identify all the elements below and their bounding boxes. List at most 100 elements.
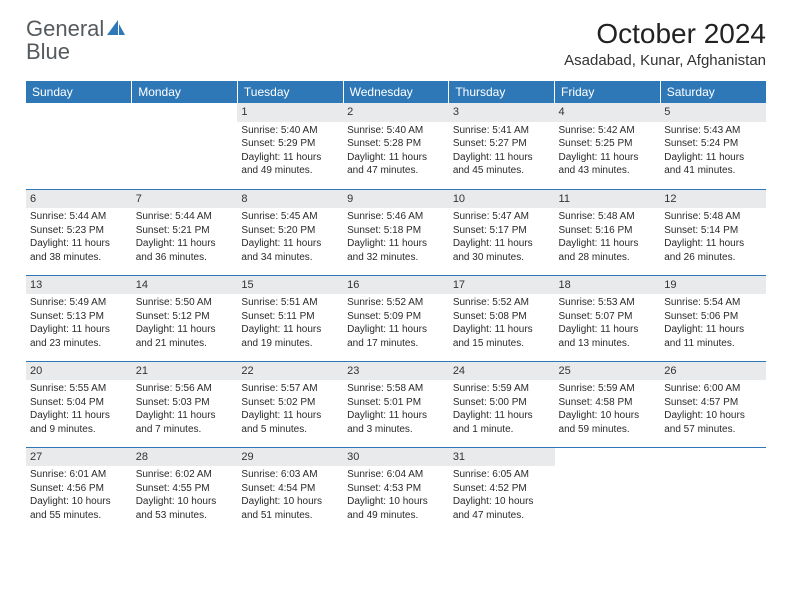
cell-line: and 34 minutes. <box>241 251 339 265</box>
calendar-cell: 14Sunrise: 5:50 AMSunset: 5:12 PMDayligh… <box>132 275 238 361</box>
calendar-cell: 11Sunrise: 5:48 AMSunset: 5:16 PMDayligh… <box>555 189 661 275</box>
cell-line: and 51 minutes. <box>241 509 339 523</box>
title-block: October 2024 Asadabad, Kunar, Afghanista… <box>564 18 766 69</box>
cell-line: Sunrise: 5:56 AM <box>136 382 234 396</box>
cell-line: Daylight: 11 hours <box>347 151 445 165</box>
cell-line: Daylight: 11 hours <box>241 237 339 251</box>
calendar-cell: 17Sunrise: 5:52 AMSunset: 5:08 PMDayligh… <box>449 275 555 361</box>
cell-line: and 19 minutes. <box>241 337 339 351</box>
calendar-cell: 24Sunrise: 5:59 AMSunset: 5:00 PMDayligh… <box>449 361 555 447</box>
cell-line: Sunset: 4:57 PM <box>664 396 762 410</box>
cell-line: Daylight: 10 hours <box>136 495 234 509</box>
calendar-cell: 12Sunrise: 5:48 AMSunset: 5:14 PMDayligh… <box>660 189 766 275</box>
cell-content: Sunrise: 6:01 AMSunset: 4:56 PMDaylight:… <box>30 468 128 522</box>
cell-line: Sunset: 5:07 PM <box>559 310 657 324</box>
cell-line: Sunrise: 5:49 AM <box>30 296 128 310</box>
cell-content: Sunrise: 5:46 AMSunset: 5:18 PMDaylight:… <box>347 210 445 264</box>
cell-line: Sunset: 5:29 PM <box>241 137 339 151</box>
cell-line: Sunrise: 5:44 AM <box>30 210 128 224</box>
cell-content: Sunrise: 5:52 AMSunset: 5:09 PMDaylight:… <box>347 296 445 350</box>
cell-line: Sunset: 5:28 PM <box>347 137 445 151</box>
cell-line: Daylight: 11 hours <box>347 409 445 423</box>
day-number: 6 <box>26 190 132 209</box>
cell-line: Daylight: 11 hours <box>136 323 234 337</box>
cell-content: Sunrise: 6:02 AMSunset: 4:55 PMDaylight:… <box>136 468 234 522</box>
calendar-cell: 3Sunrise: 5:41 AMSunset: 5:27 PMDaylight… <box>449 103 555 189</box>
calendar-cell: 4 Sunrise: 5:42 AMSunset: 5:25 PMDaylight… <box>555 103 661 189</box>
cell-line: and 1 minute. <box>453 423 551 437</box>
cell-line: and 47 minutes. <box>347 164 445 178</box>
day-number: 12 <box>660 190 766 209</box>
cell-line: Sunrise: 5:59 AM <box>453 382 551 396</box>
cell-line: and 59 minutes. <box>559 423 657 437</box>
cell-line: and 53 minutes. <box>136 509 234 523</box>
day-number: 10 <box>449 190 555 209</box>
cell-content: Sunrise: 5:49 AMSunset: 5:13 PMDaylight:… <box>30 296 128 350</box>
cell-line: Daylight: 11 hours <box>30 237 128 251</box>
cell-line: Sunset: 5:01 PM <box>347 396 445 410</box>
cell-line: and 49 minutes. <box>347 509 445 523</box>
cell-line: Sunset: 5:03 PM <box>136 396 234 410</box>
cell-line: Daylight: 11 hours <box>347 323 445 337</box>
cell-line: and 28 minutes. <box>559 251 657 265</box>
day-number: 4 <box>555 103 661 122</box>
cell-line: Sunrise: 5:40 AM <box>347 124 445 138</box>
day-number: 29 <box>237 448 343 467</box>
cell-content: Sunrise: 5:40 AMSunset: 5:28 PMDaylight:… <box>347 124 445 178</box>
cell-content: Sunrise: 5:44 AMSunset: 5:21 PMDaylight:… <box>136 210 234 264</box>
calendar-cell: 1Sunrise: 5:40 AMSunset: 5:29 PMDaylight… <box>237 103 343 189</box>
calendar-cell <box>660 447 766 533</box>
cell-line: Sunrise: 5:41 AM <box>453 124 551 138</box>
cell-content: Sunrise: 5:56 AMSunset: 5:03 PMDaylight:… <box>136 382 234 436</box>
cell-line: Daylight: 11 hours <box>453 323 551 337</box>
cell-line: Sunset: 5:09 PM <box>347 310 445 324</box>
cell-line: Daylight: 11 hours <box>453 151 551 165</box>
cell-content: Sunrise: 6:04 AMSunset: 4:53 PMDaylight:… <box>347 468 445 522</box>
cell-line: Daylight: 10 hours <box>453 495 551 509</box>
cell-line: and 41 minutes. <box>664 164 762 178</box>
cell-line: Daylight: 11 hours <box>664 237 762 251</box>
cell-line: Sunrise: 5:44 AM <box>136 210 234 224</box>
day-number: 7 <box>132 190 238 209</box>
cell-line: Sunrise: 5:55 AM <box>30 382 128 396</box>
cell-line: Daylight: 11 hours <box>559 151 657 165</box>
day-number: 24 <box>449 362 555 381</box>
cell-line: Sunset: 5:14 PM <box>664 224 762 238</box>
calendar-cell: 18Sunrise: 5:53 AMSunset: 5:07 PMDayligh… <box>555 275 661 361</box>
logo: General Blue <box>26 18 126 64</box>
cell-content: Sunrise: 5:44 AMSunset: 5:23 PMDaylight:… <box>30 210 128 264</box>
cell-line: Daylight: 11 hours <box>30 323 128 337</box>
page: General Blue October 2024 Asadabad, Kuna… <box>0 0 792 551</box>
cell-line: and 3 minutes. <box>347 423 445 437</box>
calendar-cell: 22Sunrise: 5:57 AMSunset: 5:02 PMDayligh… <box>237 361 343 447</box>
calendar-cell: 26Sunrise: 6:00 AMSunset: 4:57 PMDayligh… <box>660 361 766 447</box>
calendar-cell: 31Sunrise: 6:05 AMSunset: 4:52 PMDayligh… <box>449 447 555 533</box>
day-number: 22 <box>237 362 343 381</box>
cell-line: Sunrise: 6:01 AM <box>30 468 128 482</box>
day-number: 27 <box>26 448 132 467</box>
calendar-cell: 15Sunrise: 5:51 AMSunset: 5:11 PMDayligh… <box>237 275 343 361</box>
cell-line: Sunset: 5:13 PM <box>30 310 128 324</box>
day-number: 14 <box>132 276 238 295</box>
cell-line: and 9 minutes. <box>30 423 128 437</box>
cell-line: Sunset: 5:17 PM <box>453 224 551 238</box>
cell-content: Sunrise: 5:58 AMSunset: 5:01 PMDaylight:… <box>347 382 445 436</box>
day-number: 5 <box>660 103 766 122</box>
day-number: 20 <box>26 362 132 381</box>
calendar-cell: 20Sunrise: 5:55 AMSunset: 5:04 PMDayligh… <box>26 361 132 447</box>
cell-line: Sunset: 4:58 PM <box>559 396 657 410</box>
cell-line: Daylight: 11 hours <box>664 151 762 165</box>
cell-content: Sunrise: 5:42 AMSunset: 5:25 PMDaylight:… <box>559 124 657 178</box>
cell-line: Sunrise: 6:03 AM <box>241 468 339 482</box>
day-number: 15 <box>237 276 343 295</box>
cell-line: Sunset: 5:25 PM <box>559 137 657 151</box>
cell-line: and 57 minutes. <box>664 423 762 437</box>
cell-content: Sunrise: 6:05 AMSunset: 4:52 PMDaylight:… <box>453 468 551 522</box>
cell-line: and 13 minutes. <box>559 337 657 351</box>
cell-line: Sunrise: 5:46 AM <box>347 210 445 224</box>
day-number: 2 <box>343 103 449 122</box>
calendar-cell: 13Sunrise: 5:49 AMSunset: 5:13 PMDayligh… <box>26 275 132 361</box>
cell-line: Sunrise: 6:00 AM <box>664 382 762 396</box>
day-number: 23 <box>343 362 449 381</box>
cell-line: and 38 minutes. <box>30 251 128 265</box>
